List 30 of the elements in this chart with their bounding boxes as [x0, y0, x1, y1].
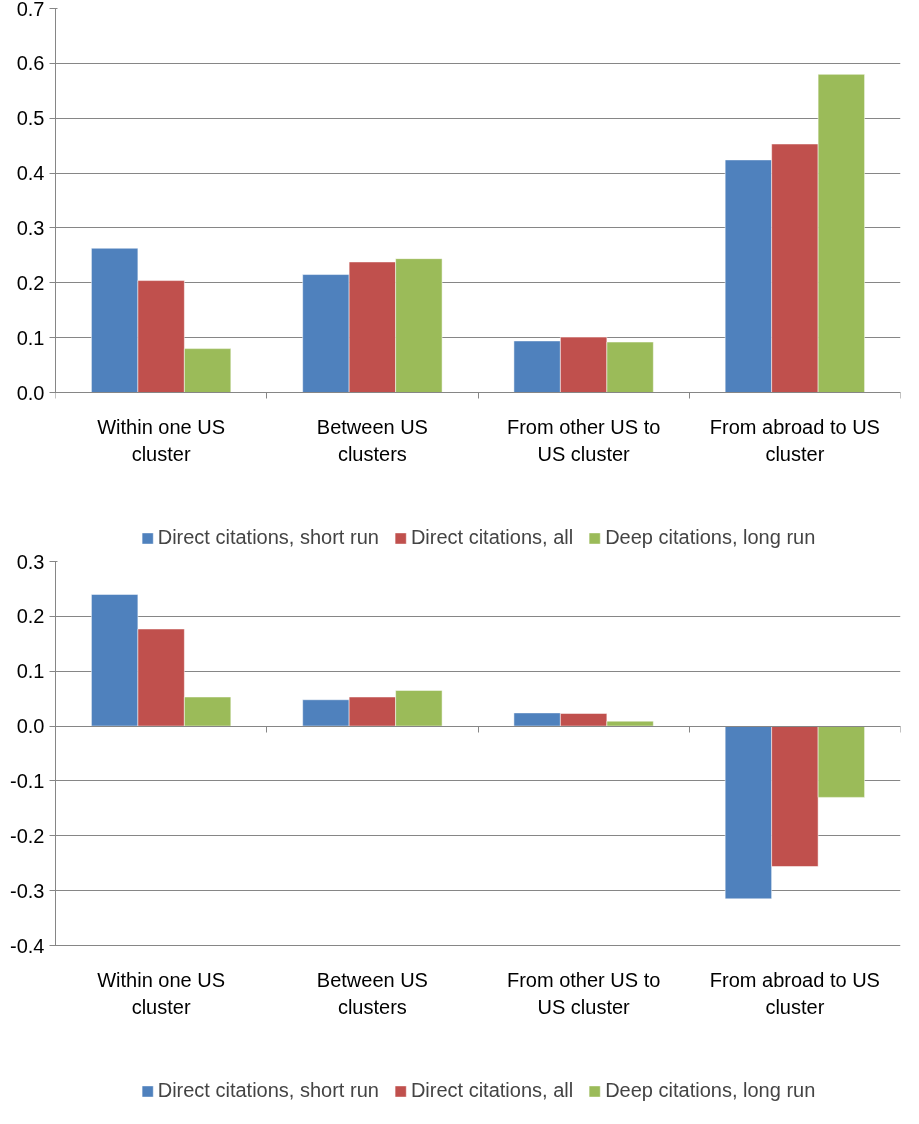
y-tick-label: 0.1	[16, 326, 45, 349]
y-tick-label: 0.0	[16, 715, 45, 738]
y-tick-label: -0.1	[10, 769, 45, 792]
y-tick-label: 0.2	[16, 605, 45, 628]
x-tick-label: Between US clusters	[316, 968, 428, 1019]
x-tick-label: Within one US cluster	[97, 968, 226, 1019]
x-tick-label: From other US to US cluster	[506, 415, 661, 466]
legend-label: Direct citations, short run	[157, 1079, 379, 1102]
y-tick-label: 0.3	[16, 550, 45, 573]
y-tick-label: 0.4	[16, 162, 45, 185]
y-tick-label: -0.4	[10, 934, 45, 957]
y-tick-label: -0.2	[10, 824, 45, 847]
legend-label: Direct citations, short run	[157, 526, 379, 549]
x-tick-label: From other US to US cluster	[506, 968, 661, 1019]
y-tick-label: 0.7	[16, 0, 45, 20]
x-tick-label: Between US clusters	[316, 415, 428, 466]
legend-label: Direct citations, all	[410, 1079, 574, 1102]
y-tick-label: 0.5	[16, 107, 45, 130]
y-tick-label: -0.3	[10, 879, 45, 902]
legend-label: Deep citations, long run	[605, 1079, 816, 1102]
legend-label: Direct citations, all	[410, 526, 574, 549]
y-tick-label: 0.3	[16, 216, 45, 239]
legend-label: Deep citations, long run	[605, 526, 816, 549]
x-tick-label: Within one US cluster	[97, 415, 226, 466]
x-tick-label: From abroad to US cluster	[709, 415, 880, 466]
y-tick-label: 0.2	[16, 271, 45, 294]
y-tick-label: 0.1	[16, 660, 45, 683]
y-tick-label: 0.6	[16, 52, 45, 75]
y-tick-label: 0.0	[16, 381, 45, 404]
x-tick-label: From abroad to US cluster	[709, 968, 880, 1019]
